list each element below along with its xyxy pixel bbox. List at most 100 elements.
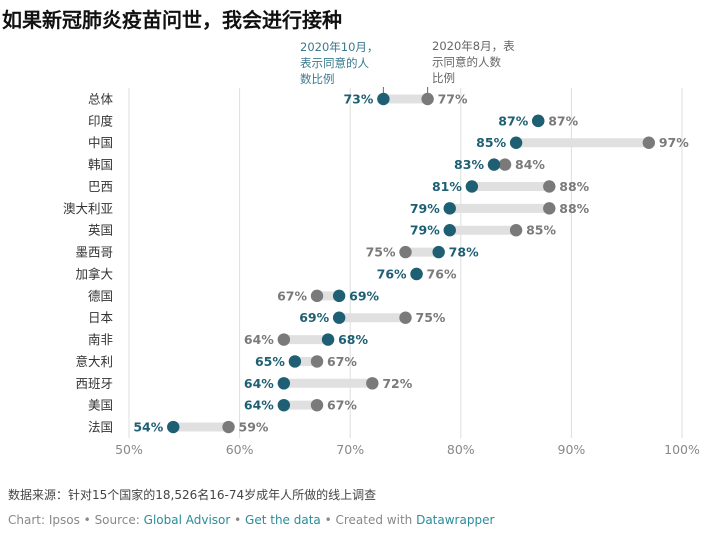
oct-dot bbox=[277, 398, 291, 412]
global-advisor-link[interactable]: Global Advisor bbox=[143, 513, 231, 527]
datawrapper-link[interactable]: Datawrapper bbox=[416, 513, 495, 527]
x-tick-label: 60% bbox=[226, 442, 254, 457]
aug-dot bbox=[310, 398, 324, 412]
oct-dot bbox=[277, 377, 291, 390]
oct-value-label: 68% bbox=[338, 332, 368, 347]
x-tick-label: 70% bbox=[336, 442, 364, 457]
credit-sep-1: • bbox=[79, 513, 95, 527]
aug-dot bbox=[509, 224, 523, 237]
aug-dot bbox=[366, 377, 379, 390]
category-label: 德国 bbox=[88, 288, 113, 303]
oct-value-label: 69% bbox=[349, 288, 379, 303]
aug-value-label: 59% bbox=[239, 420, 269, 435]
credit-source-label: Source: bbox=[94, 513, 144, 527]
oct-dot bbox=[487, 158, 501, 171]
aug-dot bbox=[399, 311, 412, 324]
aug-dot bbox=[543, 202, 556, 215]
category-label: 英国 bbox=[88, 223, 113, 238]
aug-dot bbox=[498, 158, 512, 171]
legend-aug-text: 2020年8月，表 bbox=[432, 39, 515, 53]
aug-value-label: 97% bbox=[659, 135, 689, 150]
oct-dot bbox=[532, 114, 545, 128]
oct-dot bbox=[377, 92, 390, 106]
oct-dot bbox=[432, 245, 445, 259]
aug-value-label: 67% bbox=[327, 398, 357, 413]
legend-oct-text: 表示同意的人 bbox=[300, 56, 369, 70]
aug-value-label: 88% bbox=[559, 179, 589, 194]
get-the-data-link[interactable]: Get the data bbox=[245, 513, 321, 527]
aug-value-label: 67% bbox=[327, 354, 357, 369]
x-tick-label: 90% bbox=[558, 442, 586, 457]
oct-dot bbox=[332, 289, 346, 303]
legend-oct-text: 2020年10月， bbox=[300, 40, 378, 54]
category-label: 南非 bbox=[88, 332, 113, 347]
category-label: 西班牙 bbox=[75, 376, 113, 391]
credit-created: Created with bbox=[335, 513, 417, 527]
category-label: 美国 bbox=[88, 398, 113, 413]
oct-dot bbox=[332, 311, 346, 324]
oct-dot bbox=[167, 420, 180, 434]
aug-dot bbox=[222, 420, 235, 434]
credit-chart: Chart: Ipsos bbox=[8, 513, 80, 527]
legend-aug-text: 示同意的人数 bbox=[432, 55, 501, 69]
aug-dot bbox=[399, 245, 412, 259]
credit-sep-2: • bbox=[230, 513, 246, 527]
oct-dot bbox=[509, 136, 523, 149]
aug-value-label: 87% bbox=[548, 113, 578, 128]
oct-value-label: 64% bbox=[244, 398, 274, 413]
aug-value-label: 88% bbox=[559, 201, 589, 216]
credit-sep-3: • bbox=[320, 513, 336, 527]
category-label: 中国 bbox=[88, 135, 113, 150]
chart-title: 如果新冠肺炎疫苗问世，我会进行接种 bbox=[2, 8, 342, 32]
legend-oct-text: 数比例 bbox=[300, 72, 335, 86]
aug-value-label: 85% bbox=[526, 223, 556, 238]
oct-dot bbox=[443, 202, 456, 215]
aug-dot bbox=[310, 355, 324, 368]
x-tick-label: 50% bbox=[115, 442, 143, 457]
oct-dot bbox=[443, 224, 456, 237]
oct-value-label: 65% bbox=[255, 354, 285, 369]
oct-value-label: 81% bbox=[432, 179, 462, 194]
category-label: 巴西 bbox=[88, 179, 113, 194]
oct-value-label: 85% bbox=[476, 135, 506, 150]
category-label: 澳大利亚 bbox=[63, 201, 113, 216]
oct-dot bbox=[321, 333, 335, 346]
oct-dot bbox=[288, 355, 302, 368]
aug-dot bbox=[421, 92, 434, 106]
aug-dot bbox=[543, 180, 556, 193]
oct-value-label: 78% bbox=[449, 245, 479, 260]
category-label: 墨西哥 bbox=[75, 245, 113, 260]
oct-value-label: 69% bbox=[299, 310, 329, 325]
oct-value-label: 64% bbox=[244, 376, 274, 391]
category-label: 加拿大 bbox=[75, 266, 113, 281]
aug-dot bbox=[642, 136, 656, 149]
category-label: 法国 bbox=[88, 420, 113, 435]
aug-value-label: 72% bbox=[382, 376, 412, 391]
aug-value-label: 76% bbox=[427, 266, 457, 281]
oct-value-label: 76% bbox=[377, 266, 407, 281]
category-label: 韩国 bbox=[88, 157, 113, 172]
oct-value-label: 79% bbox=[410, 201, 440, 216]
category-label: 意大利 bbox=[75, 354, 113, 369]
oct-value-label: 79% bbox=[410, 223, 440, 238]
category-label: 印度 bbox=[88, 113, 114, 128]
aug-value-label: 67% bbox=[277, 288, 307, 303]
aug-value-label: 77% bbox=[438, 92, 468, 107]
aug-dot bbox=[277, 333, 291, 346]
oct-dot bbox=[410, 267, 423, 281]
category-label: 日本 bbox=[88, 310, 114, 325]
oct-value-label: 54% bbox=[133, 420, 163, 435]
legend-aug-text: 比例 bbox=[432, 71, 455, 85]
oct-value-label: 83% bbox=[454, 157, 484, 172]
source-note: 数据来源：针对15个国家的18,526名16-74岁成年人所做的线上调查 bbox=[8, 488, 377, 502]
aug-value-label: 75% bbox=[366, 245, 396, 260]
aug-dot bbox=[310, 289, 324, 303]
oct-dot bbox=[465, 180, 479, 193]
oct-value-label: 73% bbox=[343, 92, 373, 107]
aug-value-label: 84% bbox=[515, 157, 545, 172]
oct-value-label: 87% bbox=[498, 113, 528, 128]
aug-value-label: 75% bbox=[416, 310, 446, 325]
category-label: 总体 bbox=[88, 92, 114, 107]
x-tick-label: 80% bbox=[447, 442, 475, 457]
